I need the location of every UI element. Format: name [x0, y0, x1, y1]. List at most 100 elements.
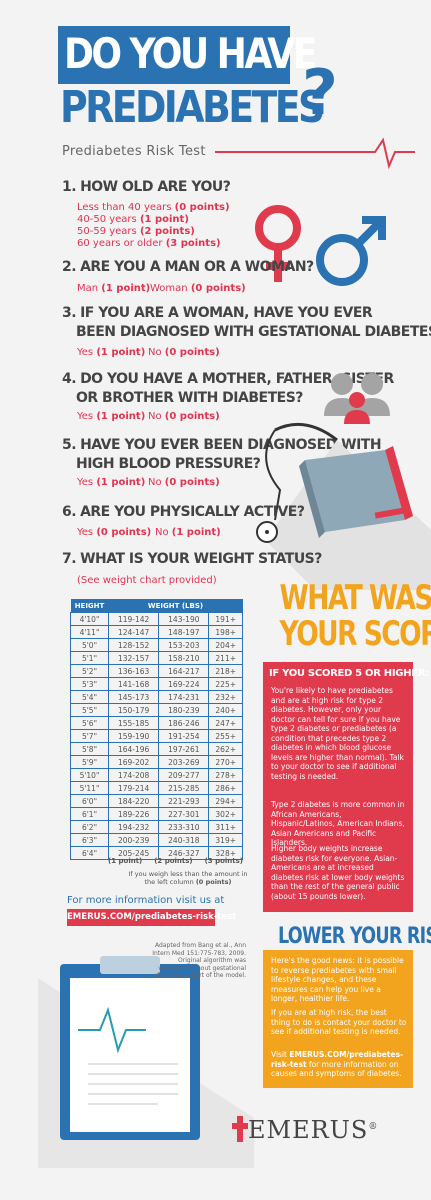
weight-cell: 197-261 [158, 742, 210, 756]
weight-cell: 270+ [208, 755, 243, 769]
table-row: 5'0" 128-152 153-203 204+ [70, 638, 243, 652]
weight-cell: 255+ [208, 729, 243, 743]
family-icon [324, 373, 390, 424]
weight-cell: 150-179 [107, 703, 160, 717]
weight-cell: 174-208 [107, 768, 160, 782]
weight-cell: 148-197 [158, 625, 210, 639]
q1-answer-1: Less than 40 years (0 points) [77, 202, 230, 213]
q5-answer-1: Yes (1 point) [77, 477, 146, 488]
gender-symbols-icon [255, 205, 386, 286]
q6-answer-1: Yes (0 points) [77, 527, 152, 538]
weight-cell: 164-217 [158, 664, 210, 678]
height-cell: 6'2" [70, 820, 109, 834]
title-question-mark: ? [302, 56, 338, 129]
weight-footnote: If you weigh less than the amount in the… [128, 870, 248, 886]
height-cell: 5'6" [70, 716, 109, 730]
table-row: 5'4" 145-173 174-231 232+ [70, 690, 243, 704]
height-cell: 5'9" [70, 755, 109, 769]
weight-cell: 119-142 [107, 612, 160, 626]
table-row: 5'7" 159-190 191-254 255+ [70, 729, 243, 743]
q4-answer-1: Yes (1 point) [77, 411, 146, 422]
score-info-box: IF YOU SCORED 5 OR HIGHER: You're likely… [263, 662, 429, 912]
q5-answer-2: No (0 points) [148, 477, 220, 488]
score-paragraph-2: Type 2 diabetes is more common in Africa… [271, 800, 405, 847]
weight-cell: 143-190 [158, 612, 210, 626]
weight-table: HEIGHT WEIGHT (LBS) 4'10" 119-142 143-190 1… [70, 599, 243, 860]
q2-answer-2: Woman (0 points) [150, 283, 246, 294]
title-line2: PREDIABETES [60, 82, 325, 133]
weight-cell: 155-185 [107, 716, 160, 730]
table-row: 5'8" 164-196 197-261 262+ [70, 742, 243, 756]
table-row: 5'1" 132-157 158-210 211+ [70, 651, 243, 665]
table-row: 6'3" 200-239 240-318 319+ [70, 833, 243, 847]
weight-cell: 184-220 [107, 794, 160, 808]
q3-answer-1: Yes (1 point) [77, 347, 146, 358]
question-3: 3. IF YOU ARE A WOMAN, HAVE YOU EVER BEEN… [62, 305, 431, 340]
weight-cell: 158-210 [158, 651, 210, 665]
table-row: 4'10" 119-142 143-190 191+ [70, 612, 243, 626]
height-cell: 5'7" [70, 729, 109, 743]
height-cell: 4'10" [70, 612, 109, 626]
height-cell: 5'11" [70, 781, 109, 795]
question-text: ARE YOU PHYSICALLY ACTIVE? [80, 504, 305, 520]
q1-answer-4: 60 years or older (3 points) [77, 238, 221, 249]
question-text: WHAT IS YOUR WEIGHT STATUS? [80, 551, 322, 567]
height-cell: 5'8" [70, 742, 109, 756]
height-cell: 6'3" [70, 833, 109, 847]
weight-cell: 153-203 [158, 638, 210, 652]
height-cell: 4'11" [70, 625, 109, 639]
height-cell: 5'0" [70, 638, 109, 652]
lower-risk-heading: LOWER YOUR RISK [278, 924, 431, 949]
height-cell: 6'1" [70, 807, 109, 821]
weight-cell: 159-190 [107, 729, 160, 743]
male-symbol-icon [316, 216, 386, 286]
emerus-logo: EMERUS® [248, 1116, 379, 1144]
weight-cell: 262+ [208, 742, 243, 756]
citation-note: Adapted from Bang et al., Ann Intern Med… [152, 942, 246, 979]
score-box-title: IF YOU SCORED 5 OR HIGHER: [269, 668, 429, 679]
height-cell: 5'5" [70, 703, 109, 717]
weight-cell: 194-232 [107, 820, 160, 834]
lower-paragraph-2: If you are at high risk, the best thing … [271, 1008, 407, 1036]
weight-cell: 200-239 [107, 833, 160, 847]
weight-cell: 240+ [208, 703, 243, 717]
height-cell: 5'3" [70, 677, 109, 691]
weight-cell: 221-293 [158, 794, 210, 808]
clipboard-icon [38, 956, 254, 1168]
weight-cell: 328+ [208, 846, 243, 860]
weight-cell: 186-246 [158, 716, 210, 730]
weight-cell: 198+ [208, 625, 243, 639]
weight-cell: 169-202 [107, 755, 160, 769]
weight-cell: 215-285 [158, 781, 210, 795]
emerus-cross-icon [232, 1116, 248, 1142]
score-heading: WHAT WAS YOUR SCORE? [279, 578, 431, 654]
height-header: HEIGHT [70, 599, 109, 613]
height-cell: 5'4" [70, 690, 109, 704]
more-info-link[interactable]: EMERUS.COM/prediabetes-risk-test [67, 909, 236, 926]
question-text: HOW OLD ARE YOU? [80, 179, 231, 195]
q6-answer-2: No (1 point) [155, 527, 221, 538]
weight-cell: 128-152 [107, 638, 160, 652]
subtitle: Prediabetes Risk Test [62, 144, 206, 159]
lower-paragraph-3: Visit EMERUS.COM/prediabetes-risk-test f… [271, 1050, 404, 1078]
weight-cell: 227-301 [158, 807, 210, 821]
table-row: 6'0" 184-220 221-293 294+ [70, 794, 243, 808]
table-row: 5'6" 155-185 186-246 247+ [70, 716, 243, 730]
weight-cell: 319+ [208, 833, 243, 847]
question-6: 6. ARE YOU PHYSICALLY ACTIVE? [62, 504, 305, 520]
weight-cell: 225+ [208, 677, 243, 691]
weight-cell: 240-318 [158, 833, 210, 847]
weight-cell: 191-254 [158, 729, 210, 743]
question-4: 4. DO YOU HAVE A MOTHER, FATHER, SISTER O… [62, 371, 394, 406]
lower-risk-box: Here's the good news: it is possible to … [263, 950, 413, 1088]
more-info-text: For more information visit us at [67, 895, 225, 906]
q2-answer-1: Man (1 point) [77, 283, 151, 294]
height-cell: 6'4" [70, 846, 109, 860]
height-cell: 5'2" [70, 664, 109, 678]
lower-risk-link[interactable]: EMERUS.COM/prediabetes-risk-test [271, 1050, 404, 1069]
weight-cell: 232+ [208, 690, 243, 704]
weight-cell: 311+ [208, 820, 243, 834]
title-line1: DO YOU HAVE [64, 29, 317, 78]
table-row: 6'4" 205-245 246-327 328+ [70, 846, 243, 860]
